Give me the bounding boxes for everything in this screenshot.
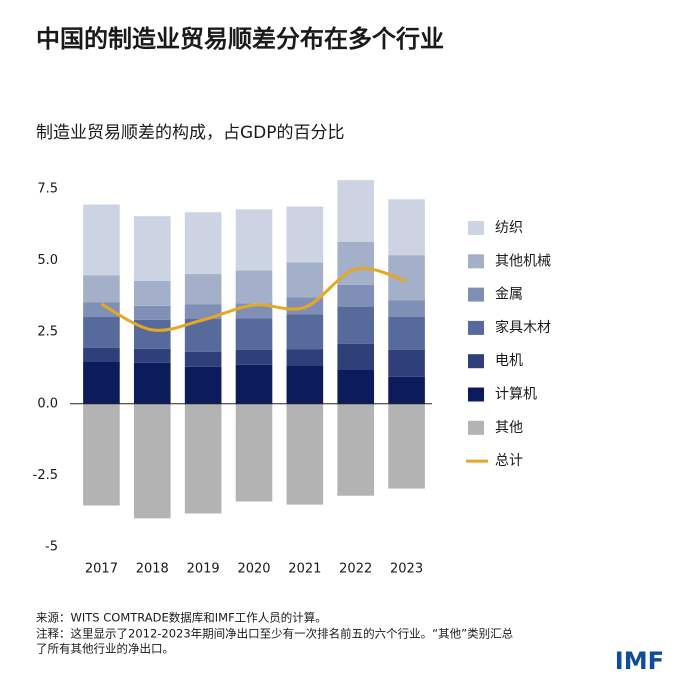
- legend-swatch: [468, 287, 484, 302]
- legend-swatch: [468, 221, 484, 235]
- bar-segment: [235, 364, 273, 404]
- legend-swatch: [468, 254, 484, 269]
- bar-segment: [235, 270, 273, 304]
- x-tick-label: 2019: [187, 562, 220, 577]
- y-tick-label: 0.0: [37, 396, 58, 411]
- note: 了所有其他行业的净出口。: [36, 642, 174, 656]
- bar-segment: [184, 403, 222, 514]
- x-tick-label: 2022: [339, 562, 372, 577]
- bar-segment: [235, 318, 273, 350]
- legend-swatch: [468, 354, 484, 369]
- bar-segment: [133, 362, 171, 404]
- legend-label: 其他: [495, 420, 523, 436]
- bar-segment: [337, 306, 375, 344]
- bar-segment: [133, 216, 171, 281]
- bar-segment: [337, 180, 375, 242]
- source: 来源：WITS COMTRADE数据库和IMF工作人员的计算。: [36, 611, 327, 625]
- y-tick-label: 2.5: [37, 325, 58, 340]
- legend-label: 总计: [495, 453, 523, 469]
- bar-segment: [184, 274, 222, 305]
- bar-segment: [388, 403, 425, 489]
- bar-segment: [388, 199, 425, 256]
- bar-segment: [133, 403, 171, 519]
- x-tick-label: 2017: [85, 562, 118, 577]
- total-line: [100, 266, 408, 332]
- bar-segment: [133, 348, 171, 363]
- bar-segment: [388, 300, 425, 318]
- bar-segment: [235, 209, 273, 271]
- bar-segment: [286, 365, 324, 404]
- bar-segment: [133, 305, 171, 320]
- bar-segment: [337, 284, 375, 307]
- bar-segment: [184, 212, 222, 275]
- bar-segment: [235, 349, 273, 365]
- bar-segment: [184, 366, 222, 404]
- bar-segment: [133, 280, 171, 306]
- chart-subtitle: 制造业贸易顺差的构成，占GDP的百分比: [36, 123, 345, 143]
- legend-label: 计算机: [495, 387, 537, 403]
- bar-segment: [286, 403, 324, 505]
- bar-segment: [388, 317, 425, 350]
- bar-segment: [286, 262, 324, 298]
- bar-segment: [337, 343, 375, 371]
- y-tick-label: -2.5: [33, 468, 58, 483]
- bar-segment: [388, 376, 425, 404]
- legend-swatch: [468, 420, 484, 435]
- x-tick-label: 2020: [237, 562, 270, 577]
- y-tick-label: 7.5: [37, 182, 58, 197]
- x-tick-label: 2018: [136, 562, 169, 577]
- legend-label: 其他机械: [495, 253, 551, 269]
- legend-label: 家具木材: [495, 319, 551, 336]
- legend-label: 金属: [495, 287, 523, 303]
- legend-swatch: [468, 387, 484, 402]
- bar-segment: [337, 370, 375, 404]
- bar-segment: [83, 347, 120, 362]
- legend-label: 纺织: [495, 220, 523, 236]
- bar-segment: [83, 302, 120, 318]
- x-tick-label: 2023: [390, 562, 423, 577]
- bar-segment: [388, 349, 425, 377]
- logo: IMF: [615, 647, 664, 675]
- bar-segment: [83, 317, 120, 348]
- legend-swatch: [468, 320, 484, 335]
- note: 注释：这里显示了2012-2023年期间净出口至少有一次排名前五的六个行业。“其…: [36, 627, 514, 641]
- x-tick-label: 2021: [288, 562, 321, 577]
- legend-label: 电机: [495, 353, 523, 369]
- bar-segment: [184, 351, 222, 367]
- chart-title: 中国的制造业贸易顺差分布在多个行业: [36, 25, 444, 53]
- bar-segment: [337, 403, 375, 496]
- bar-segment: [83, 204, 120, 276]
- bar-segment: [184, 304, 222, 320]
- bar-segment: [83, 403, 120, 506]
- bar-segment: [337, 241, 375, 285]
- y-tick-label: -5: [45, 540, 58, 555]
- bar-segment: [286, 206, 324, 263]
- bar-segment: [286, 349, 324, 366]
- bar-segment: [83, 275, 120, 303]
- y-tick-label: 5.0: [37, 253, 58, 268]
- bar-segment: [235, 403, 273, 502]
- bar-segment: [83, 361, 120, 404]
- bar-segment: [286, 314, 324, 350]
